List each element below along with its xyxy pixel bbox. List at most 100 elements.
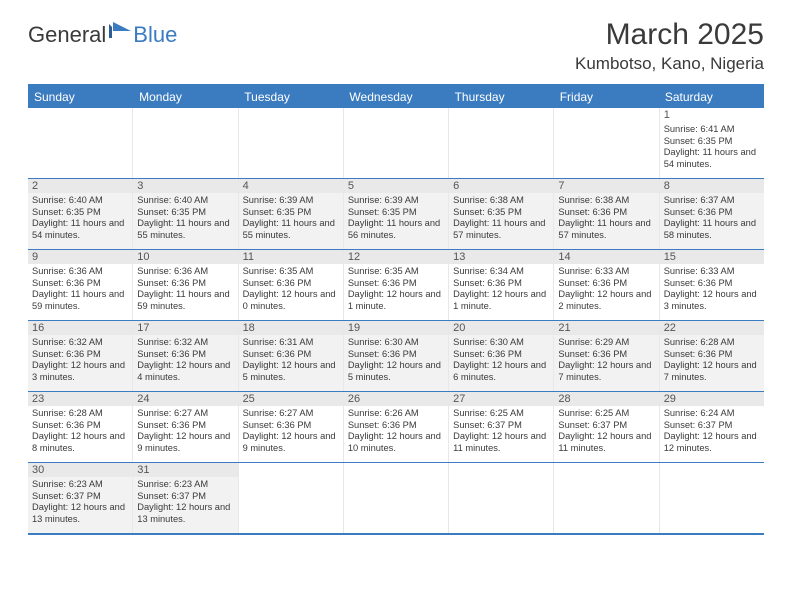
day-number: 6 <box>449 179 553 193</box>
calendar-cell: 26Sunrise: 6:26 AMSunset: 6:36 PMDayligh… <box>344 392 449 462</box>
daylight-line: Daylight: 11 hours and 56 minutes. <box>348 218 444 241</box>
calendar-cell: 1Sunrise: 6:41 AMSunset: 6:35 PMDaylight… <box>660 108 764 178</box>
calendar-cell: 22Sunrise: 6:28 AMSunset: 6:36 PMDayligh… <box>660 321 764 391</box>
day-detail: Sunrise: 6:27 AMSunset: 6:36 PMDaylight:… <box>137 408 233 454</box>
sunrise-line: Sunrise: 6:36 AM <box>137 266 233 278</box>
day-number: 5 <box>344 179 448 193</box>
sunset-line: Sunset: 6:36 PM <box>664 349 760 361</box>
day-number: 3 <box>133 179 237 193</box>
day-number: 2 <box>28 179 132 193</box>
calendar-cell: 18Sunrise: 6:31 AMSunset: 6:36 PMDayligh… <box>239 321 344 391</box>
calendar-week: 9Sunrise: 6:36 AMSunset: 6:36 PMDaylight… <box>28 249 764 320</box>
daylight-line: Daylight: 12 hours and 1 minute. <box>348 289 444 312</box>
day-detail: Sunrise: 6:40 AMSunset: 6:35 PMDaylight:… <box>32 195 128 241</box>
daylight-line: Daylight: 12 hours and 9 minutes. <box>243 431 339 454</box>
weekday-header: Monday <box>133 86 238 108</box>
daylight-line: Daylight: 12 hours and 9 minutes. <box>137 431 233 454</box>
daylight-line: Daylight: 11 hours and 57 minutes. <box>453 218 549 241</box>
day-detail: Sunrise: 6:35 AMSunset: 6:36 PMDaylight:… <box>348 266 444 312</box>
sunrise-line: Sunrise: 6:33 AM <box>664 266 760 278</box>
day-number: 20 <box>449 321 553 335</box>
sunrise-line: Sunrise: 6:32 AM <box>32 337 128 349</box>
day-detail: Sunrise: 6:36 AMSunset: 6:36 PMDaylight:… <box>137 266 233 312</box>
calendar-cell: 4Sunrise: 6:39 AMSunset: 6:35 PMDaylight… <box>239 179 344 249</box>
calendar: SundayMondayTuesdayWednesdayThursdayFrid… <box>28 84 764 535</box>
day-detail: Sunrise: 6:28 AMSunset: 6:36 PMDaylight:… <box>32 408 128 454</box>
day-number: 22 <box>660 321 764 335</box>
day-detail: Sunrise: 6:25 AMSunset: 6:37 PMDaylight:… <box>558 408 654 454</box>
day-number: 29 <box>660 392 764 406</box>
logo-word2: Blue <box>133 22 177 48</box>
title-block: March 2025 Kumbotso, Kano, Nigeria <box>575 18 764 74</box>
sunrise-line: Sunrise: 6:30 AM <box>348 337 444 349</box>
day-number: 21 <box>554 321 658 335</box>
daylight-line: Daylight: 12 hours and 8 minutes. <box>32 431 128 454</box>
sunset-line: Sunset: 6:36 PM <box>664 278 760 290</box>
calendar-cell <box>28 108 133 178</box>
calendar-cell: 16Sunrise: 6:32 AMSunset: 6:36 PMDayligh… <box>28 321 133 391</box>
calendar-cell <box>133 108 238 178</box>
day-number: 7 <box>554 179 658 193</box>
flag-icon <box>109 18 131 44</box>
weekday-header: Friday <box>554 86 659 108</box>
daylight-line: Daylight: 12 hours and 5 minutes. <box>243 360 339 383</box>
sunset-line: Sunset: 6:36 PM <box>664 207 760 219</box>
calendar-cell: 6 Sunrise: 6:38 AMSunset: 6:35 PMDaylight… <box>449 179 554 249</box>
sunset-line: Sunset: 6:36 PM <box>243 420 339 432</box>
sunrise-line: Sunrise: 6:40 AM <box>137 195 233 207</box>
daylight-line: Daylight: 11 hours and 57 minutes. <box>558 218 654 241</box>
sunrise-line: Sunrise: 6:36 AM <box>32 266 128 278</box>
calendar-cell <box>449 463 554 533</box>
sunrise-line: Sunrise: 6:39 AM <box>243 195 339 207</box>
day-number: 19 <box>344 321 448 335</box>
calendar-cell <box>344 108 449 178</box>
sunset-line: Sunset: 6:35 PM <box>348 207 444 219</box>
day-detail: Sunrise: 6:24 AMSunset: 6:37 PMDaylight:… <box>664 408 760 454</box>
sunrise-line: Sunrise: 6:33 AM <box>558 266 654 278</box>
daylight-line: Daylight: 12 hours and 3 minutes. <box>664 289 760 312</box>
day-detail: Sunrise: 6:33 AMSunset: 6:36 PMDaylight:… <box>558 266 654 312</box>
day-detail: Sunrise: 6:38 AMSunset: 6:35 PMDaylight:… <box>453 195 549 241</box>
sunrise-line: Sunrise: 6:37 AM <box>664 195 760 207</box>
sunrise-line: Sunrise: 6:34 AM <box>453 266 549 278</box>
sunrise-line: Sunrise: 6:27 AM <box>137 408 233 420</box>
day-detail: Sunrise: 6:27 AMSunset: 6:36 PMDaylight:… <box>243 408 339 454</box>
sunset-line: Sunset: 6:37 PM <box>137 491 233 503</box>
day-detail: Sunrise: 6:25 AMSunset: 6:37 PMDaylight:… <box>453 408 549 454</box>
weekday-header: Tuesday <box>238 86 343 108</box>
day-detail: Sunrise: 6:23 AMSunset: 6:37 PMDaylight:… <box>32 479 128 525</box>
weekday-header: Sunday <box>28 86 133 108</box>
calendar-week: 23Sunrise: 6:28 AMSunset: 6:36 PMDayligh… <box>28 391 764 462</box>
calendar-cell: 7Sunrise: 6:38 AMSunset: 6:36 PMDaylight… <box>554 179 659 249</box>
sunrise-line: Sunrise: 6:25 AM <box>558 408 654 420</box>
calendar-cell: 5Sunrise: 6:39 AMSunset: 6:35 PMDaylight… <box>344 179 449 249</box>
day-detail: Sunrise: 6:23 AMSunset: 6:37 PMDaylight:… <box>137 479 233 525</box>
sunset-line: Sunset: 6:36 PM <box>348 278 444 290</box>
sunset-line: Sunset: 6:36 PM <box>453 349 549 361</box>
location-subtitle: Kumbotso, Kano, Nigeria <box>575 54 764 74</box>
calendar-cell: 8Sunrise: 6:37 AMSunset: 6:36 PMDaylight… <box>660 179 764 249</box>
sunset-line: Sunset: 6:36 PM <box>137 278 233 290</box>
day-detail: Sunrise: 6:31 AMSunset: 6:36 PMDaylight:… <box>243 337 339 383</box>
calendar-cell <box>660 463 764 533</box>
daylight-line: Daylight: 11 hours and 59 minutes. <box>137 289 233 312</box>
weekday-header: Thursday <box>449 86 554 108</box>
day-number: 30 <box>28 463 132 477</box>
calendar-cell <box>239 108 344 178</box>
sunset-line: Sunset: 6:37 PM <box>558 420 654 432</box>
logo-word1: General <box>28 22 106 48</box>
day-detail: Sunrise: 6:29 AMSunset: 6:36 PMDaylight:… <box>558 337 654 383</box>
sunrise-line: Sunrise: 6:27 AM <box>243 408 339 420</box>
day-number: 4 <box>239 179 343 193</box>
day-number: 8 <box>660 179 764 193</box>
calendar-cell: 21 Sunrise: 6:29 AMSunset: 6:36 PMDayligh… <box>554 321 659 391</box>
sunrise-line: Sunrise: 6:29 AM <box>558 337 654 349</box>
calendar-cell <box>239 463 344 533</box>
calendar-cell <box>449 108 554 178</box>
day-number: 10 <box>133 250 237 264</box>
sunset-line: Sunset: 6:35 PM <box>137 207 233 219</box>
sunrise-line: Sunrise: 6:41 AM <box>664 124 760 136</box>
day-number: 1 <box>660 108 764 122</box>
calendar-week: 1Sunrise: 6:41 AMSunset: 6:35 PMDaylight… <box>28 108 764 178</box>
calendar-cell: 27Sunrise: 6:25 AMSunset: 6:37 PMDayligh… <box>449 392 554 462</box>
